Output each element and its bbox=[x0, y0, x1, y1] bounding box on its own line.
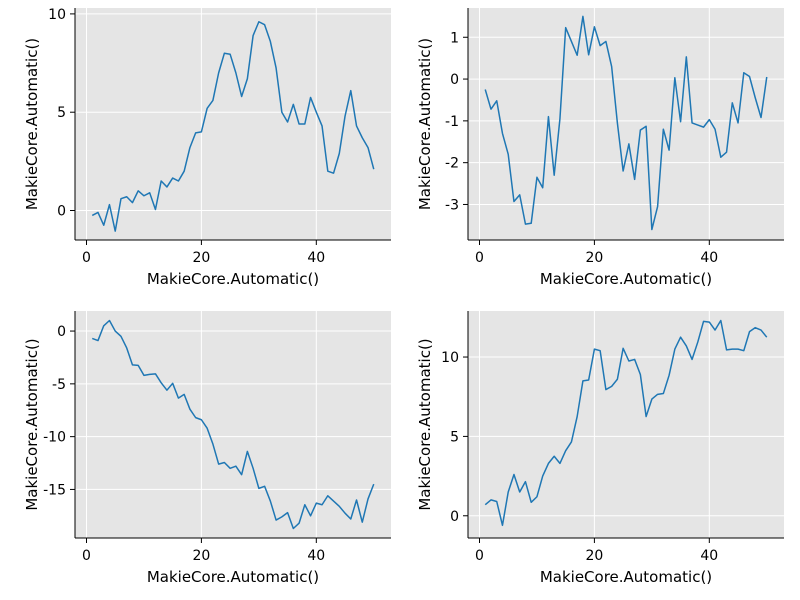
x-axis-label: MakieCore.Automatic() bbox=[147, 568, 319, 586]
y-tick-label: 1 bbox=[450, 30, 459, 46]
series-line bbox=[91, 319, 375, 530]
x-tick-label: 40 bbox=[700, 250, 718, 266]
plot-area bbox=[75, 311, 391, 538]
y-tick-label: 0 bbox=[450, 72, 459, 88]
chart-panel-1: 0 20 40 0 5 10 MakieCore.Automatic() MakieCore.… bbox=[23, 7, 391, 288]
series-line bbox=[91, 21, 375, 232]
x-tick-label: 0 bbox=[475, 250, 484, 266]
series-line bbox=[484, 319, 768, 527]
y-axis-label: MakieCore.Automatic() bbox=[23, 338, 41, 510]
panels: 0 20 400510MakieCore.Automatic()MakieCore.… bbox=[23, 7, 784, 586]
x-tick-label: 0 bbox=[475, 548, 484, 564]
y-tick-label: 10 bbox=[441, 350, 459, 366]
y-axis-label: MakieCore.Automatic() bbox=[416, 38, 434, 210]
x-axis-label: MakieCore.Automatic() bbox=[540, 568, 712, 586]
y-tick-label: -1 bbox=[445, 114, 459, 130]
series-line bbox=[484, 15, 768, 231]
y-tick-label: -3 bbox=[445, 197, 459, 213]
y-axis-label: MakieCore.Automatic() bbox=[23, 38, 41, 210]
plot-area bbox=[75, 8, 391, 240]
x-tick-label: 0 bbox=[82, 250, 91, 266]
x-tick-label: 20 bbox=[585, 250, 603, 266]
chart-panel-4: 0 20 40 0 5 10 MakieCore.Automatic() MakieCore.… bbox=[416, 311, 784, 586]
y-tick-label: -10 bbox=[43, 430, 66, 446]
chart-panel-2: 0 20 40 1 0 -1 -2 -3 MakieCore.Automatic() MakieC… bbox=[416, 8, 784, 288]
y-axis-label: MakieCore.Automatic() bbox=[416, 338, 434, 510]
y-tick-label: 0 bbox=[450, 509, 459, 525]
y-tick-label: 5 bbox=[450, 429, 459, 445]
x-tick-label: 40 bbox=[307, 250, 325, 266]
chart-panel-3: 0 20 400-5-10-15MakieCore.Automatic()Makie… bbox=[23, 311, 391, 586]
x-tick-label: 40 bbox=[307, 548, 325, 564]
x-tick-label: 20 bbox=[192, 250, 210, 266]
x-tick-label: 0 bbox=[82, 548, 91, 564]
y-tick-label: -2 bbox=[445, 156, 459, 172]
y-tick-label: -5 bbox=[52, 377, 66, 393]
y-tick-label: 10 bbox=[48, 7, 66, 23]
x-axis-label: MakieCore.Automatic() bbox=[147, 270, 319, 288]
y-tick-label: -15 bbox=[43, 482, 66, 498]
x-tick-label: 20 bbox=[192, 548, 210, 564]
plot-area bbox=[468, 8, 784, 240]
plot-area bbox=[468, 311, 784, 538]
x-tick-label: 40 bbox=[700, 548, 718, 564]
y-tick-label: 0 bbox=[57, 324, 66, 340]
y-tick-label: 5 bbox=[57, 105, 66, 121]
x-tick-label: 20 bbox=[585, 548, 603, 564]
y-tick-label: 0 bbox=[57, 204, 66, 220]
x-axis-label: MakieCore.Automatic() bbox=[540, 270, 712, 288]
